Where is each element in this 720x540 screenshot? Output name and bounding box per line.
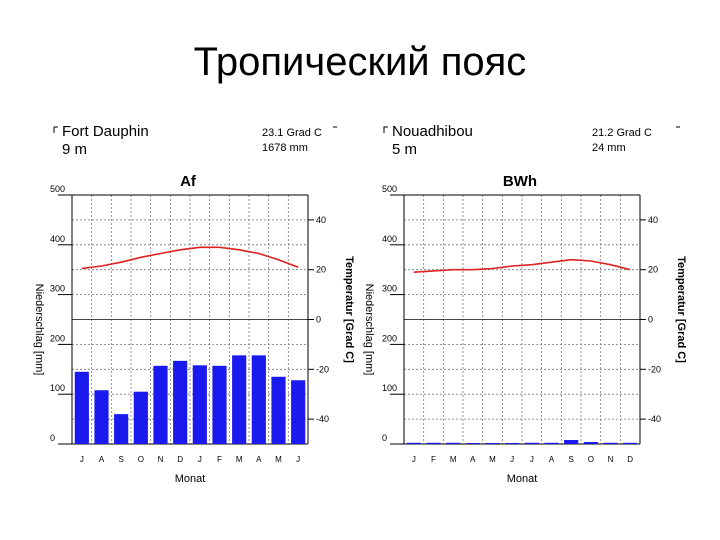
x-tick-label: J [80, 455, 84, 464]
x-tick-label: A [256, 455, 262, 464]
x-tick-label: N [158, 455, 164, 464]
station-elevation: 9 m [62, 141, 87, 158]
precipitation-bar [74, 371, 89, 444]
annual-precipitation: 24 mm [592, 142, 626, 154]
station-elevation: 5 m [392, 141, 417, 158]
y-tick-label: 400 [50, 234, 65, 244]
temperature-line [81, 246, 299, 270]
x-tick-label: J [510, 455, 514, 464]
y-tick-label: 100 [382, 383, 397, 393]
precipitation-bar [94, 390, 109, 444]
precipitation-bar [271, 376, 286, 444]
precipitation-bar [583, 442, 598, 444]
x-tick-label: N [608, 455, 614, 464]
x-tick-label: D [177, 455, 183, 464]
precipitation-bar [114, 414, 129, 444]
y2-tick-label: 40 [316, 215, 326, 225]
precipitation-bar [505, 443, 520, 444]
x-tick-label: A [99, 455, 105, 464]
x-tick-label: F [431, 455, 436, 464]
y2-tick-label: 20 [648, 265, 658, 275]
precipitation-bar [446, 442, 461, 444]
x-tick-label: S [118, 455, 123, 464]
station-name: Nouadhibou [392, 123, 473, 140]
x-axis-title: Monat [507, 473, 538, 485]
y2-axis-title: Temperatur [Grad C] [343, 256, 355, 363]
x-tick-label: J [412, 455, 416, 464]
y-tick-label: 400 [382, 234, 397, 244]
precipitation-bar [623, 442, 638, 444]
y-tick-label: 200 [382, 333, 397, 343]
precipitation-bar [406, 442, 421, 444]
y2-axis-title: Temperatur [Grad C] [675, 256, 687, 363]
precipitation-bar [426, 442, 441, 444]
x-tick-label: J [296, 455, 300, 464]
x-tick-label: O [138, 455, 144, 464]
precipitation-bars [74, 355, 306, 444]
precipitation-bar [232, 355, 247, 444]
temperature-line [413, 258, 631, 273]
y2-tick-label: 20 [316, 265, 326, 275]
mean-temperature: 21.2 Grad C [592, 127, 652, 139]
y-tick-label: 500 [50, 184, 65, 194]
y2-tick-label: 0 [648, 315, 653, 325]
y-tick-label: 500 [382, 184, 397, 194]
y-tick-label: 300 [50, 284, 65, 294]
y2-tick-label: 40 [648, 215, 658, 225]
header-corner-left [53, 126, 58, 133]
precipitation-bar [133, 391, 148, 444]
y-tick-label: 300 [382, 284, 397, 294]
station-name: Fort Dauphin [62, 123, 149, 140]
precipitation-bar [603, 442, 618, 444]
climate-class-label: BWh [503, 173, 537, 190]
y-tick-label: 200 [50, 333, 65, 343]
x-tick-label: J [530, 455, 534, 464]
x-tick-label: D [627, 455, 633, 464]
y2-tick-label: -40 [316, 414, 329, 424]
x-tick-label: M [275, 455, 282, 464]
x-tick-label: M [489, 455, 496, 464]
slide-title: Тропический пояс [193, 40, 527, 84]
y-axis-title: Niederschlag [mm] [33, 284, 45, 376]
precipitation-bars [406, 440, 638, 444]
grid [72, 195, 308, 444]
x-tick-label: M [450, 455, 457, 464]
annual-precipitation: 1678 mm [262, 142, 308, 154]
precipitation-bar [524, 442, 539, 444]
precipitation-bar [291, 380, 306, 444]
precipitation-bar [192, 365, 207, 444]
x-tick-label: J [198, 455, 202, 464]
precipitation-bar [564, 440, 579, 444]
precipitation-bar [212, 365, 227, 444]
y2-tick-label: -40 [648, 414, 661, 424]
y2-tick-label: -20 [648, 364, 661, 374]
y-tick-label: 0 [50, 433, 55, 443]
header-corner-left [383, 126, 388, 133]
precipitation-bar [485, 443, 500, 444]
x-tick-label: O [588, 455, 594, 464]
x-tick-label: S [568, 455, 573, 464]
x-tick-label: M [236, 455, 243, 464]
climate-class-label: Af [180, 173, 197, 190]
x-axis-title: Monat [175, 473, 206, 485]
mean-temperature: 23.1 Grad C [262, 127, 322, 139]
precipitation-bar [153, 365, 168, 444]
y-tick-label: 100 [50, 383, 65, 393]
y-axis-title: Niederschlag [mm] [363, 284, 375, 376]
x-tick-label: F [217, 455, 222, 464]
y-tick-label: 0 [382, 433, 387, 443]
precipitation-bar [465, 443, 480, 444]
precipitation-bar [544, 442, 559, 444]
grid [404, 195, 640, 444]
precipitation-bar [251, 355, 266, 444]
x-tick-label: A [470, 455, 476, 464]
x-tick-label: A [549, 455, 555, 464]
y2-tick-label: -20 [316, 364, 329, 374]
y2-tick-label: 0 [316, 315, 321, 325]
precipitation-bar [173, 360, 188, 444]
